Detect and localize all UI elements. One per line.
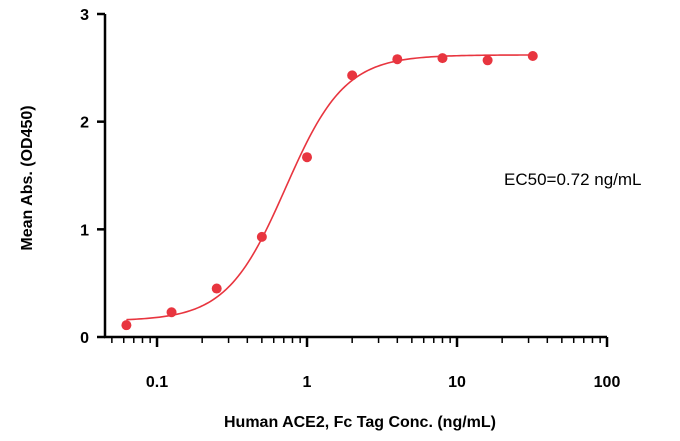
data-point [347, 70, 358, 81]
axes: 0 1 2 3 0.1 1 10 100 [80, 7, 620, 391]
data-points-layer [121, 50, 538, 331]
x-tick-label: 1 [303, 374, 312, 391]
x-axis-title: Human ACE2, Fc Tag Conc. (ng/mL) [224, 414, 496, 431]
data-point [437, 53, 448, 64]
data-point [392, 54, 403, 65]
x-tick-label: 10 [448, 374, 466, 391]
ec50-annotation: EC50=0.72 ng/mL [504, 170, 642, 189]
x-tick-label: 100 [594, 374, 621, 391]
y-tick-label: 3 [80, 7, 89, 24]
fit-curve [126, 54, 533, 321]
y-axis-title: Mean Abs. (OD450) [19, 105, 36, 250]
data-point [482, 55, 493, 66]
y-tick-label: 0 [80, 330, 89, 347]
y-tick-label: 1 [80, 222, 89, 239]
data-point [527, 50, 538, 61]
data-point [211, 283, 222, 294]
y-tick-label: 2 [80, 115, 89, 132]
data-point [121, 320, 132, 331]
data-point [166, 307, 177, 318]
data-point [302, 152, 313, 163]
data-point [256, 231, 267, 242]
x-tick-label: 0.1 [146, 374, 168, 391]
fit-curve-layer [126, 54, 533, 321]
